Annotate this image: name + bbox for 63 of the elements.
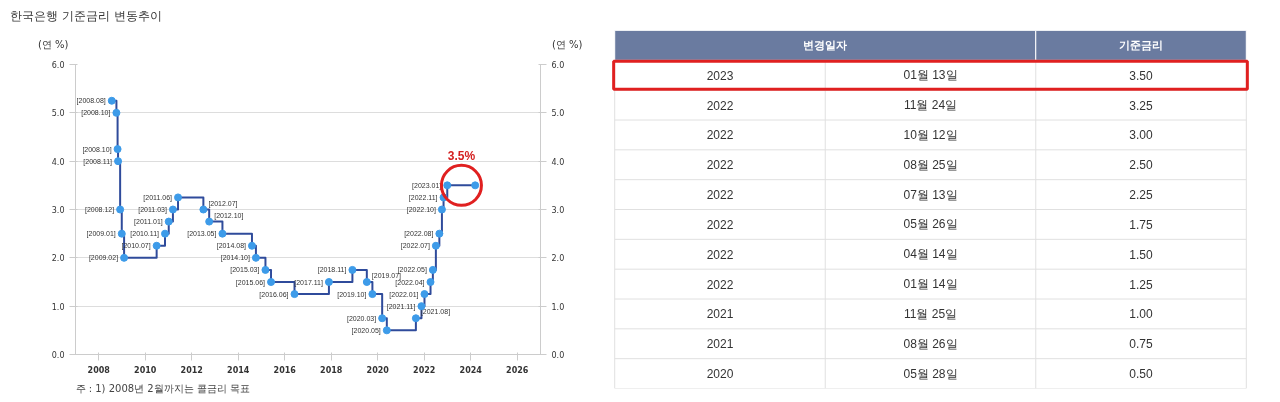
y2-tick-label: 1.0	[551, 302, 565, 312]
y-tick-label: 3.0	[51, 206, 65, 215]
y2-tick-label: 4.0	[551, 157, 565, 167]
x-tick-label: 2018	[320, 365, 343, 375]
text: 2022	[706, 158, 734, 173]
text: 1.00	[1129, 307, 1154, 322]
y-tick-label: 2.0	[51, 254, 65, 264]
x-tick-label: 2012	[180, 365, 203, 375]
x-tick-label: 2022	[413, 365, 436, 375]
text: 2022	[706, 98, 734, 113]
text: 2022	[706, 128, 734, 143]
y2-tick-label: 3.0	[551, 206, 565, 215]
text: 변경일자	[803, 39, 848, 52]
text: 2022	[706, 247, 734, 262]
text: 0.75	[1129, 337, 1154, 352]
text: 01월 14일	[903, 277, 958, 292]
text: 11월 24일	[903, 98, 958, 113]
text: 2021	[706, 337, 734, 352]
y-tick-label: 1.0	[51, 302, 65, 312]
text: 3.25	[1129, 98, 1154, 113]
text: 3.50	[1129, 68, 1154, 83]
text: 11월 25일	[903, 306, 958, 321]
text: 1.25	[1129, 277, 1154, 292]
text: 2023	[706, 68, 734, 83]
text: 08월 25일	[903, 157, 958, 172]
text: 07월 13일	[903, 187, 958, 202]
x-tick-label: 2024	[459, 365, 483, 375]
x-tick-label: 2016	[273, 365, 297, 375]
text: 08월 26일	[903, 336, 958, 351]
x-tick-label: 2026	[506, 365, 529, 375]
text: 1.50	[1129, 247, 1154, 262]
text: 01월 13일	[903, 68, 958, 83]
y-axis-title: (연 %)	[38, 38, 69, 52]
text: 기준금리	[1119, 39, 1164, 52]
y2-axis-title: (연 %)	[552, 38, 583, 52]
x-tick-label: 2010	[134, 365, 157, 375]
y2-tick-label: 6.0	[551, 61, 565, 70]
text: 04월 14일	[903, 247, 958, 262]
text: 3.00	[1129, 128, 1154, 143]
text: 2022	[706, 188, 734, 203]
text: 2021	[706, 307, 734, 322]
text: 10월 12일	[903, 127, 958, 142]
text: 1.75	[1129, 217, 1154, 232]
annotation: 3.5%	[447, 149, 476, 164]
text: 05월 26일	[903, 217, 958, 232]
text: 2022	[706, 217, 734, 232]
chart-title: 한국은행 기준금리 변동추이	[10, 8, 162, 25]
text: 주 : 1) 2008년 2월까지는 콜금리 목표	[75, 382, 251, 394]
text: 2022	[706, 277, 734, 292]
text: 05월 28일	[903, 366, 958, 381]
x-tick-label: 2014	[227, 365, 250, 375]
y2-tick-label: 2.0	[551, 254, 565, 264]
x-tick-label: 2008	[87, 365, 111, 375]
y2-tick-label: 0.0	[551, 351, 565, 360]
x-tick-label: 2020	[366, 365, 390, 375]
y-tick-label: 6.0	[51, 61, 65, 70]
y-tick-label: 0.0	[51, 351, 65, 360]
text: 2.25	[1129, 188, 1154, 203]
text: 0.50	[1129, 367, 1154, 382]
y2-tick-label: 5.0	[551, 109, 565, 119]
y-tick-label: 5.0	[51, 109, 65, 119]
text: 2.50	[1129, 158, 1154, 173]
y-tick-label: 4.0	[51, 157, 65, 167]
